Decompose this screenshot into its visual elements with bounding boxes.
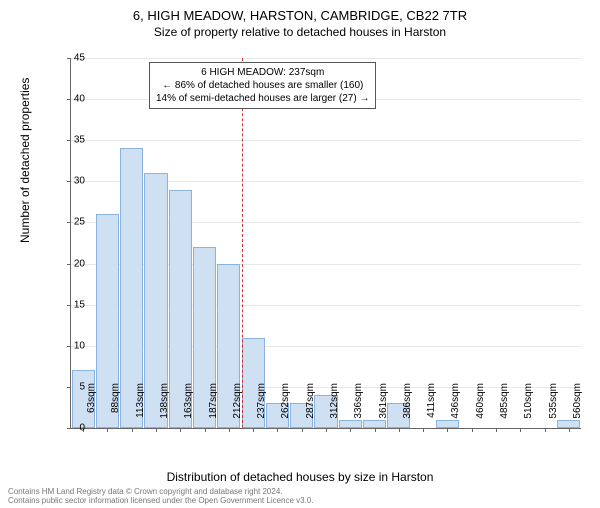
xtick-label: 510sqm — [523, 383, 534, 433]
y-axis-label: Number of detached properties — [18, 78, 32, 243]
chart-title-main: 6, HIGH MEADOW, HARSTON, CAMBRIDGE, CB22… — [0, 8, 600, 23]
ytick-label: 25 — [74, 217, 85, 228]
chart-title-sub: Size of property relative to detached ho… — [0, 25, 600, 39]
xtick-mark — [156, 428, 157, 432]
anno-line3: 14% of semi-detached houses are larger (… — [156, 92, 369, 105]
ytick-mark — [67, 346, 71, 347]
x-axis-label: Distribution of detached houses by size … — [0, 470, 600, 484]
xtick-mark — [423, 428, 424, 432]
xtick-label: 436sqm — [450, 383, 461, 433]
xtick-mark — [132, 428, 133, 432]
marker-line — [242, 58, 243, 428]
anno-line2: ← 86% of detached houses are smaller (16… — [156, 79, 369, 92]
ytick-mark — [67, 99, 71, 100]
ytick-label: 45 — [74, 53, 85, 64]
xtick-mark — [277, 428, 278, 432]
ytick-mark — [67, 264, 71, 265]
xtick-mark — [472, 428, 473, 432]
xtick-mark — [399, 428, 400, 432]
xtick-mark — [375, 428, 376, 432]
footer-line2: Contains public sector information licen… — [8, 497, 314, 506]
ytick-label: 40 — [74, 94, 85, 105]
plot-region: 63sqm88sqm113sqm138sqm163sqm187sqm212sqm… — [70, 58, 581, 429]
xtick-mark — [545, 428, 546, 432]
xtick-mark — [496, 428, 497, 432]
ytick-mark — [67, 222, 71, 223]
footer-attribution: Contains HM Land Registry data © Crown c… — [8, 488, 314, 506]
ytick-label: 35 — [74, 135, 85, 146]
ytick-label: 5 — [79, 381, 85, 392]
xtick-mark — [107, 428, 108, 432]
ytick-mark — [67, 140, 71, 141]
ytick-label: 30 — [74, 176, 85, 187]
ytick-mark — [67, 181, 71, 182]
ytick-mark — [67, 58, 71, 59]
xtick-mark — [229, 428, 230, 432]
xtick-mark — [569, 428, 570, 432]
xtick-mark — [520, 428, 521, 432]
xtick-mark — [180, 428, 181, 432]
xtick-label: 485sqm — [499, 383, 510, 433]
xtick-mark — [253, 428, 254, 432]
xtick-mark — [205, 428, 206, 432]
gridline — [71, 58, 581, 59]
annotation-box: 6 HIGH MEADOW: 237sqm← 86% of detached h… — [149, 62, 376, 109]
xtick-mark — [350, 428, 351, 432]
xtick-mark — [302, 428, 303, 432]
xtick-label: 560sqm — [572, 383, 583, 433]
chart-area: 63sqm88sqm113sqm138sqm163sqm187sqm212sqm… — [70, 58, 580, 428]
xtick-mark — [447, 428, 448, 432]
ytick-label: 15 — [74, 299, 85, 310]
gridline — [71, 140, 581, 141]
ytick-mark — [67, 387, 71, 388]
ytick-mark — [67, 305, 71, 306]
xtick-label: 460sqm — [475, 383, 486, 433]
xtick-mark — [326, 428, 327, 432]
ytick-label: 10 — [74, 340, 85, 351]
ytick-label: 20 — [74, 258, 85, 269]
ytick-mark — [67, 428, 71, 429]
anno-line1: 6 HIGH MEADOW: 237sqm — [156, 66, 369, 79]
xtick-label: 386sqm — [402, 383, 413, 433]
ytick-label: 0 — [79, 423, 85, 434]
